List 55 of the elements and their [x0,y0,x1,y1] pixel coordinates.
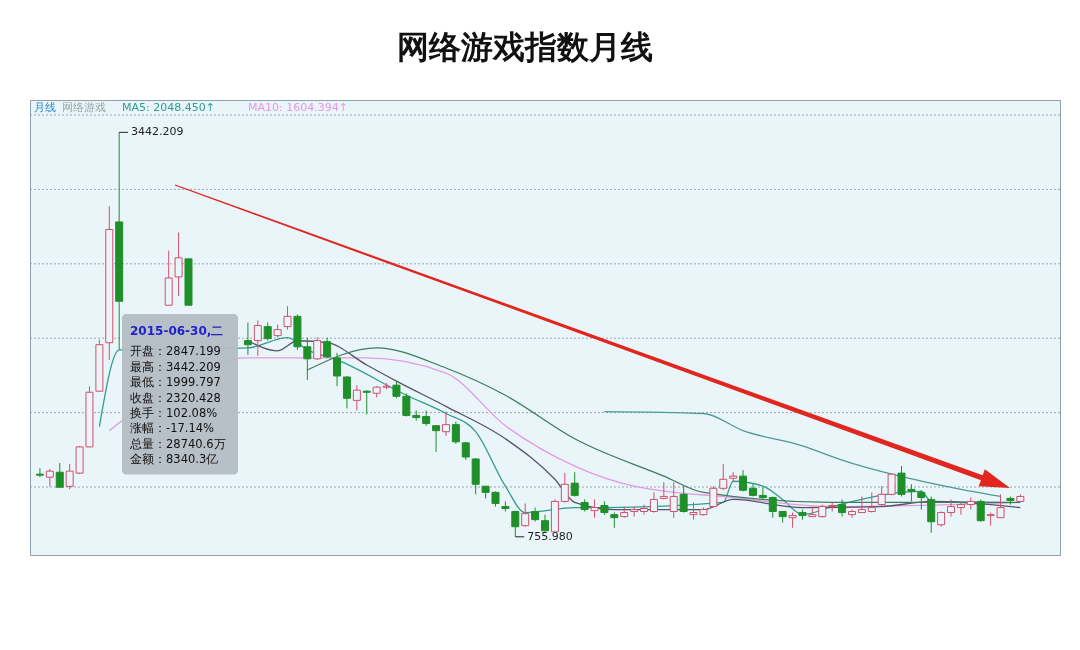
candlestick [847,509,856,519]
candlestick [927,495,936,534]
candlestick [451,421,460,445]
candlestick [560,472,569,503]
candlestick [679,485,688,514]
annotation: 涨幅：-17.14% [130,421,215,436]
candlestick [947,498,956,518]
candlestick [867,491,876,514]
candlestick [352,384,361,411]
annotation: 755.980 [527,529,573,543]
candlestick [313,337,322,361]
annotation: 3442.209 [131,125,184,139]
candlestick [857,495,866,514]
candlestick [669,481,678,519]
candlestick [511,510,520,538]
candlestick [243,322,252,356]
annotation: 总量：28740.6万 [129,436,226,451]
annotation: 2015-06-30,二 [130,324,224,338]
candlestick [35,467,44,478]
annotation: 收盘：2320.428 [130,390,221,405]
candlestick [976,498,985,523]
candlestick [342,375,351,409]
candlestick [758,486,767,500]
chart-title: 网络游戏指数月线 [397,28,653,66]
candlestick [55,462,64,488]
candlestick [630,506,639,518]
candlestick [956,501,965,516]
candlestick [253,319,262,357]
candlestick [838,498,847,518]
candlestick [590,498,599,519]
candlestick [640,504,649,516]
candlestick [917,489,926,511]
annotation: 换手：102.08% [130,406,218,420]
candlestick [333,352,342,387]
candlestick [768,495,777,519]
annotation: 最低：1999.797 [130,375,221,390]
text: 月线 [34,101,56,114]
candlestick [441,411,450,437]
candlestick [263,322,272,342]
candlestick [709,485,718,509]
text: 网络游戏 [62,101,106,114]
candlestick [283,305,292,331]
candlestick [362,389,371,416]
annotation: 最高：3442.209 [130,359,221,374]
candlestick [649,491,658,514]
text: MA5: 2048.450↑ [122,101,215,114]
candlestick [323,337,332,359]
annotation: 开盘：2847.199 [130,344,221,359]
annotation: 金额：8340.3亿 [130,452,219,467]
candlestick [719,463,728,491]
candlestick [45,468,54,487]
text: MA10: 1604.394↑ [248,101,348,114]
candlestick [570,471,579,497]
candlestick [432,425,441,453]
candlestick [521,503,530,528]
